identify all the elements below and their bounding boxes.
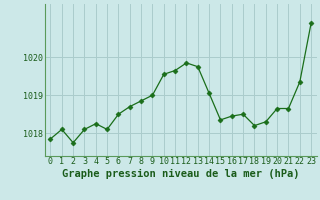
X-axis label: Graphe pression niveau de la mer (hPa): Graphe pression niveau de la mer (hPa) bbox=[62, 169, 300, 179]
